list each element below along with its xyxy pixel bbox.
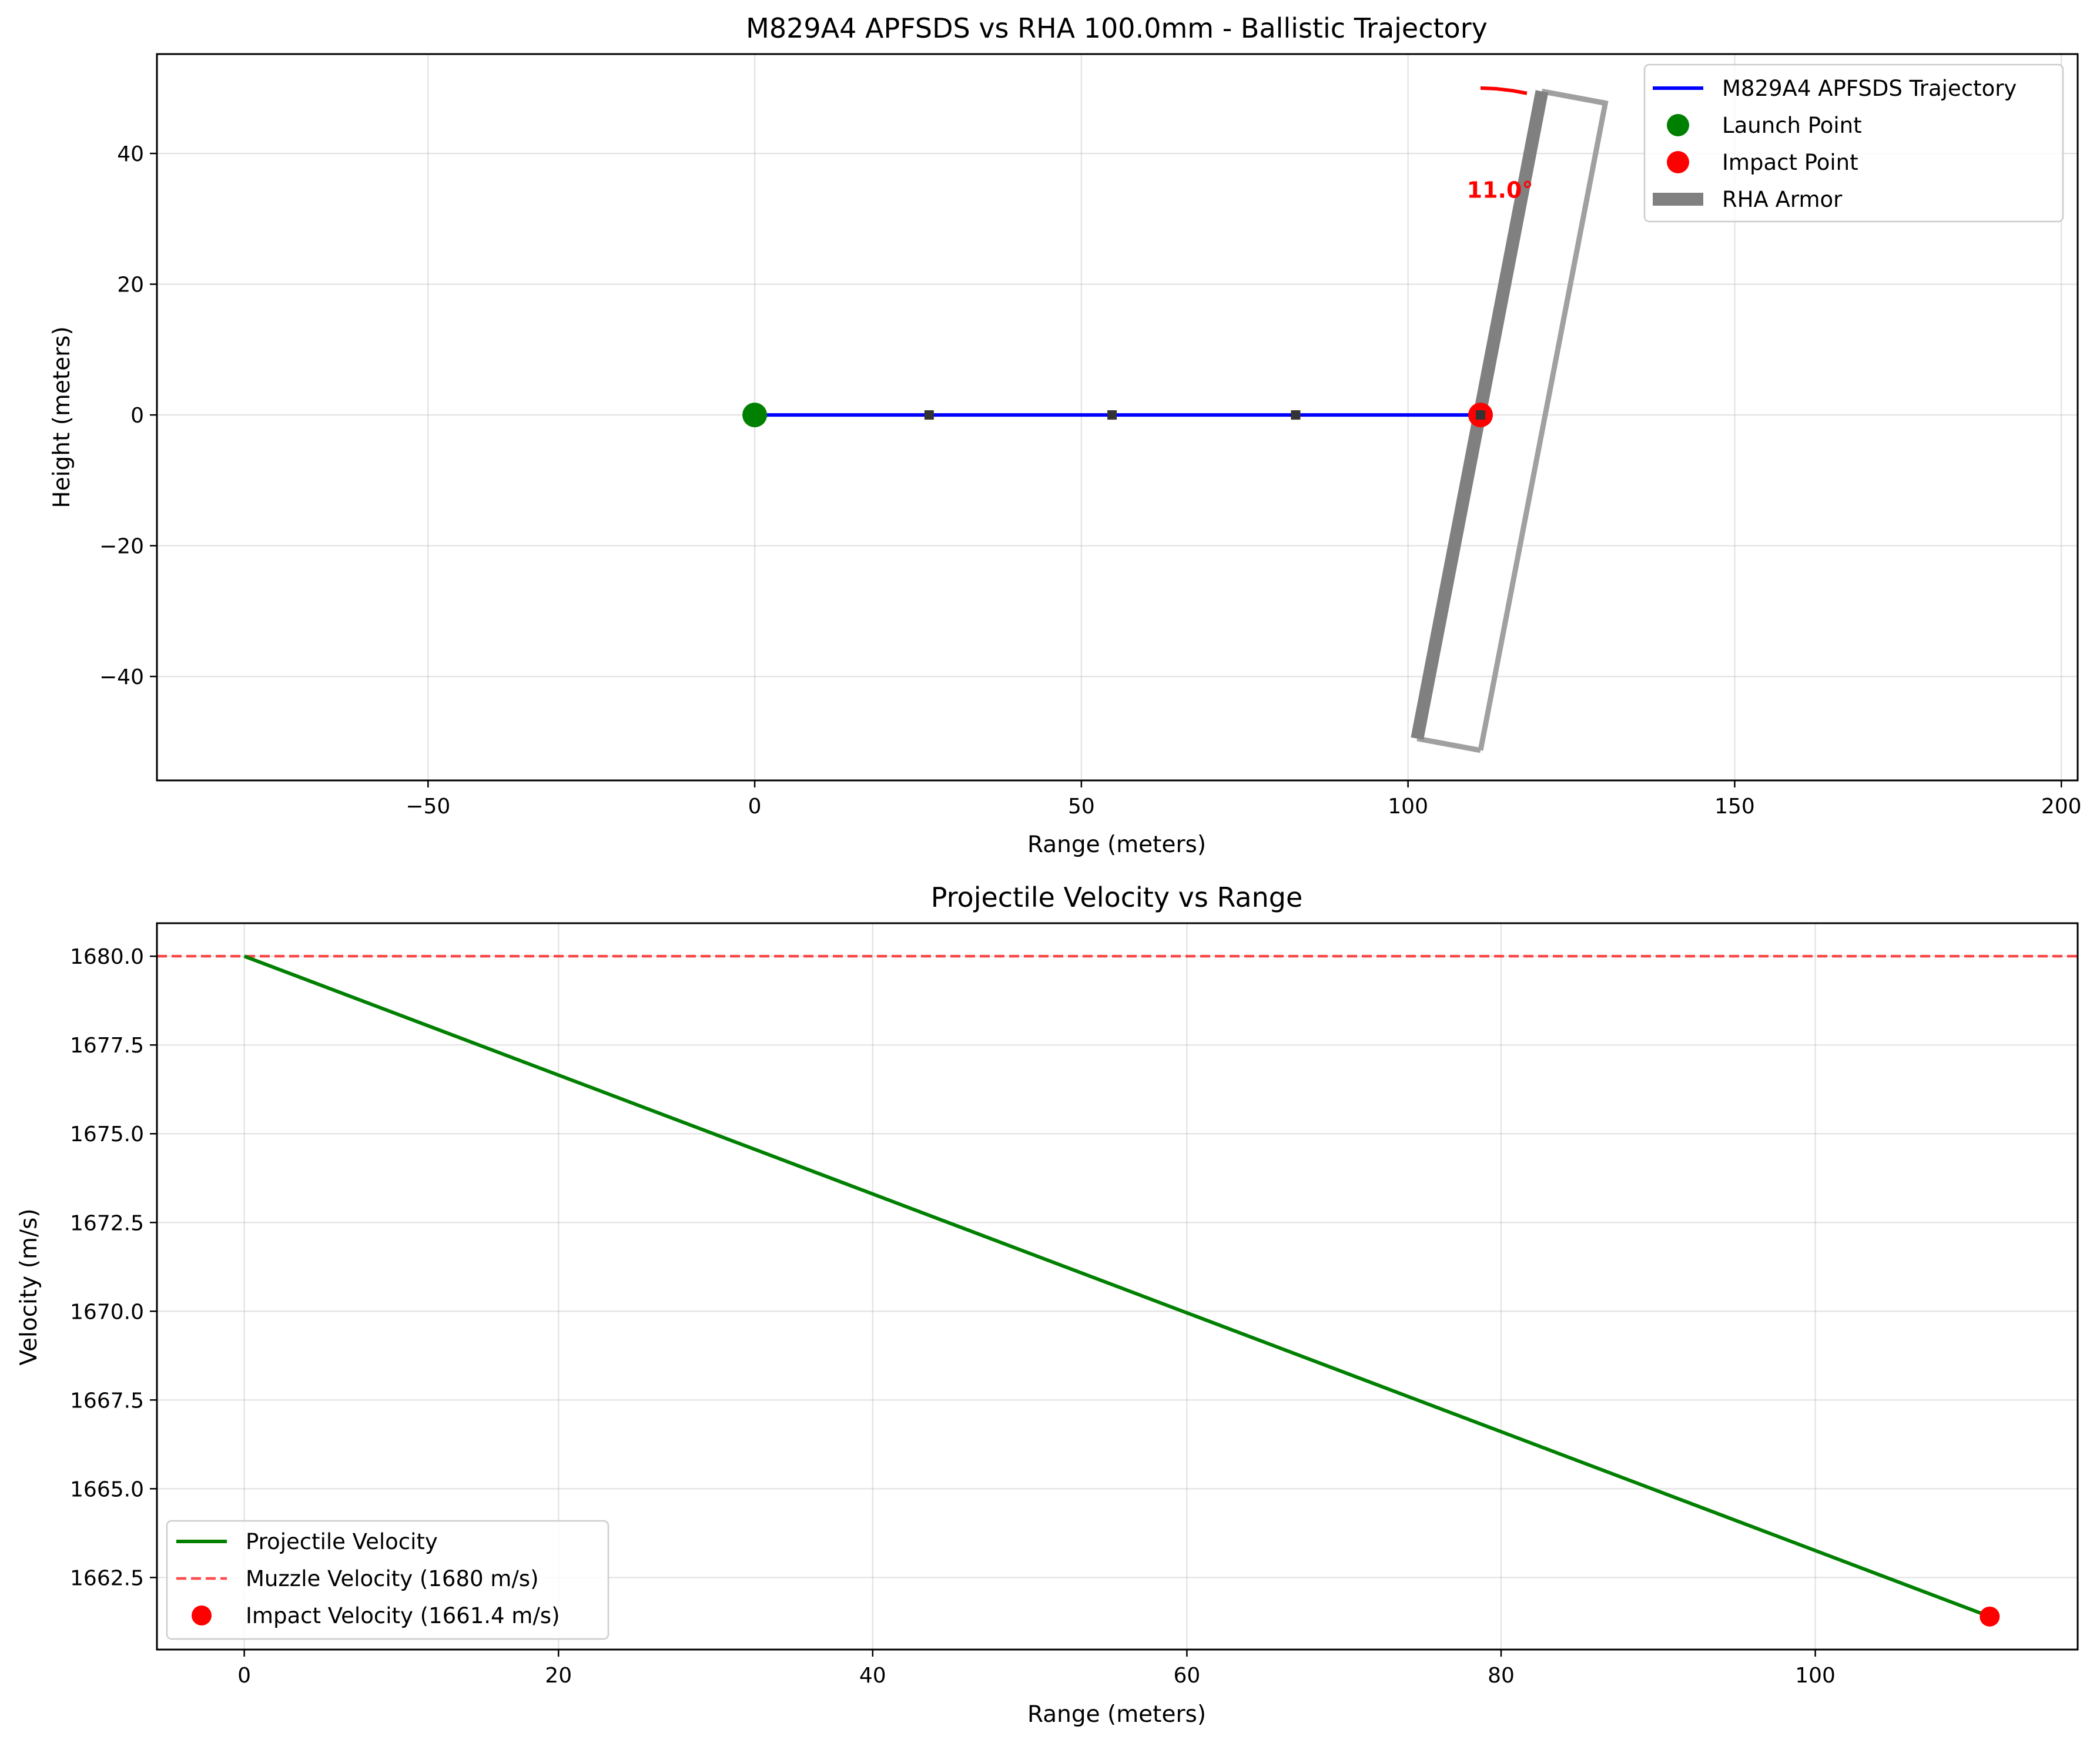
legend-impact-point-label: Impact Point xyxy=(1722,150,1858,175)
velocity-title: Projectile Velocity vs Range xyxy=(931,881,1303,913)
velocity-ticks: 0 20 40 60 80 100 1662.5 1665.0 1667.5 1670.0 1672… xyxy=(70,945,1836,1688)
velocity-x-tick-label: 100 xyxy=(1795,1664,1836,1688)
trajectory-x-tick-label: 200 xyxy=(2041,795,2082,819)
trajectory-x-tick-label: 150 xyxy=(1714,795,1755,819)
legend-launch-point-swatch xyxy=(1667,114,1689,136)
impact-angle-arc xyxy=(1480,86,1528,95)
trajectory-marker xyxy=(1476,410,1486,420)
impact-velocity-marker xyxy=(1980,1606,2000,1627)
velocity-axes-frame xyxy=(156,922,2079,1651)
velocity-y-tick-label: 1675.0 xyxy=(70,1122,144,1147)
trajectory-y-axis-label: Height (meters) xyxy=(49,326,75,508)
trajectory-chart: 11.0° −50 0 50 100 150 200 −40 −20 0 20 40 M829A4 … xyxy=(49,12,2082,858)
armor-outline-bottom xyxy=(1416,736,1481,753)
velocity-x-tick-label: 40 xyxy=(859,1664,886,1688)
velocity-x-axis-label: Range (meters) xyxy=(1027,1701,1206,1728)
velocity-y-tick-label: 1665.0 xyxy=(70,1477,144,1501)
launch-point-marker xyxy=(742,403,768,428)
trajectory-x-axis-label: Range (meters) xyxy=(1027,832,1206,858)
trajectory-data: 11.0° xyxy=(742,86,1609,753)
trajectory-y-tick-label: 40 xyxy=(117,142,144,166)
trajectory-legend: M829A4 APFSDS Trajectory Launch Point Im… xyxy=(1643,63,2064,223)
velocity-x-tick-label: 20 xyxy=(545,1664,572,1688)
impact-angle-label: 11.0° xyxy=(1467,177,1533,203)
velocity-y-tick-label: 1670.0 xyxy=(70,1300,144,1324)
legend-muzzle-velocity-label: Muzzle Velocity (1680 m/s) xyxy=(246,1566,539,1591)
trajectory-legend-box xyxy=(1643,63,2064,223)
armor-outline-top xyxy=(1541,88,1606,106)
velocity-chart: 0 20 40 60 80 100 1662.5 1665.0 1667.5 1670.0 1672… xyxy=(16,881,2079,1728)
velocity-y-tick-label: 1667.5 xyxy=(70,1389,144,1413)
velocity-y-tick-label: 1680.0 xyxy=(70,945,144,969)
velocity-y-tick-label: 1672.5 xyxy=(70,1211,144,1235)
velocity-legend-box xyxy=(166,1520,609,1640)
trajectory-y-tick-label: −20 xyxy=(99,535,144,559)
velocity-x-tick-label: 60 xyxy=(1174,1664,1201,1688)
trajectory-marker xyxy=(1291,410,1301,420)
trajectory-x-tick-label: −50 xyxy=(406,795,450,819)
velocity-x-tick-label: 80 xyxy=(1488,1664,1515,1688)
trajectory-axes-frame xyxy=(156,53,2079,782)
legend-rha-armor-label: RHA Armor xyxy=(1722,187,1843,212)
trajectory-ticks: −50 0 50 100 150 200 −40 −20 0 20 40 xyxy=(99,142,2082,819)
velocity-x-tick-label: 0 xyxy=(237,1664,251,1688)
trajectory-title: M829A4 APFSDS vs RHA 100.0mm - Ballistic… xyxy=(746,12,1488,44)
velocity-y-axis-label: Velocity (m/s) xyxy=(16,1208,42,1365)
legend-impact-velocity-swatch xyxy=(192,1605,212,1625)
trajectory-y-tick-label: 0 xyxy=(130,404,144,428)
legend-launch-point-label: Launch Point xyxy=(1722,113,1862,138)
velocity-y-tick-label: 1662.5 xyxy=(70,1566,144,1590)
trajectory-marker xyxy=(1107,410,1117,420)
trajectory-marker xyxy=(924,410,934,420)
legend-projectile-velocity-label: Projectile Velocity xyxy=(246,1529,438,1554)
velocity-legend: Projectile Velocity Muzzle Velocity (168… xyxy=(166,1520,609,1640)
trajectory-x-tick-label: 0 xyxy=(748,795,762,819)
legend-impact-velocity-label: Impact Velocity (1661.4 m/s) xyxy=(246,1603,560,1628)
legend-trajectory-label: M829A4 APFSDS Trajectory xyxy=(1722,76,2017,101)
projectile-velocity-line xyxy=(243,954,1991,1618)
legend-impact-point-swatch xyxy=(1667,151,1689,173)
velocity-y-tick-label: 1677.5 xyxy=(70,1034,144,1058)
trajectory-x-tick-label: 100 xyxy=(1388,795,1428,819)
velocity-data xyxy=(157,954,2078,1627)
trajectory-y-tick-label: 20 xyxy=(117,273,144,297)
velocity-grid xyxy=(157,923,2078,1650)
trajectory-y-tick-label: −40 xyxy=(99,665,144,689)
trajectory-x-tick-label: 50 xyxy=(1068,795,1095,819)
